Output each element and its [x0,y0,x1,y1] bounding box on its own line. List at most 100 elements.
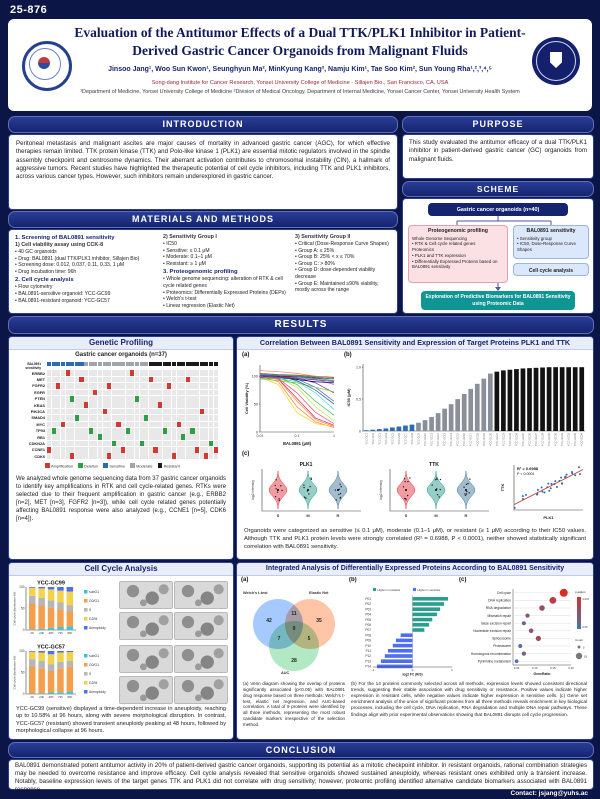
oncoprint-cell [130,395,135,402]
sensitivity-cell [204,362,209,367]
oncoprint-cell [204,383,209,389]
oncoprint-sensitivity-strip [15,361,218,367]
oncoprint-cell [51,427,56,434]
poster-number: 25-876 [10,4,48,16]
oncoprint-cell [121,447,126,453]
methods-list: • 40 GC organoids • Drug: BAL0891 (dual T… [15,249,157,275]
oncoprint-cell [93,447,98,453]
oncoprint-cell [204,421,209,428]
legend-item: Resistant [157,463,180,469]
oncoprint-cell [185,434,190,440]
oncoprint-cell [139,370,144,376]
oncoprint-cell [167,447,172,453]
sensitivity-cell [111,362,116,367]
oncoprint-cell [97,383,103,389]
subfigure-b-label: (b) [349,577,357,583]
oncoprint-cell [65,402,70,408]
affiliation-line1: Song-dang Institute for Cancer Research,… [151,80,449,86]
oncoprint-cell [107,389,112,396]
oncoprint-cell [102,389,107,396]
oncoprint-cell [144,415,149,421]
oncoprint-cell [97,389,103,396]
oncoprint-cell [97,370,103,376]
genetic-profiling-caption: We analyzed whole genome sequencing data… [16,476,227,523]
oncoprint-cell [47,440,52,447]
oncoprint-cell [102,383,107,389]
oncoprint-cell [70,389,75,396]
oncoprint-cell [88,408,93,415]
oncoprint-cell [130,389,135,396]
oncoprint-cell [116,402,121,408]
oncoprint-cell [47,427,52,434]
oncoprint-cell [195,389,200,396]
oncoprint-cell [134,440,140,447]
oncoprint-cell [70,447,75,453]
oncoprint-cell [107,421,112,428]
oncoprint-cell [190,427,195,434]
oncoprint-cell [171,421,177,428]
methods-list: • Flow cytometry • BAL0891-sensitive orga… [15,284,157,304]
scheme-title: SCHEME [476,184,520,194]
oncoprint-cell [107,402,112,408]
correlation-panel-title: Correlation Between BAL0891 Sensitivity … [237,337,593,350]
oncoprint-cell [158,395,163,402]
oncoprint-cell [79,383,84,389]
integrated-caption-bc: (b) For the 14 proteins commonly selecte… [351,681,587,717]
oncoprint-cell [208,408,214,415]
oncoprint-cell [185,453,190,460]
sensitivity-cell [171,362,177,367]
oncoprint-cell [185,370,190,376]
oncoprint-cell [88,389,93,396]
methods-header: MATERIALS AND METHODS [8,211,398,228]
oncoprint-cell [158,440,163,447]
oncoprint-cell [199,434,204,440]
oncoprint-cell [148,447,153,453]
oncoprint-cell [162,370,167,376]
oncoprint-cell [125,447,130,453]
oncoprint-cell [139,402,144,408]
oncoprint-cell [125,395,130,402]
go-enrichment-dotplot [459,585,589,677]
scheme-box-items: Whole Genome Sequencing • RTK & Cell cycl… [412,236,504,270]
oncoprint-cell [190,434,195,440]
oncoprint-cell [102,440,107,447]
oncoprint-cell [79,434,84,440]
methods-heading: 3. Proteogenomic profiling [163,269,238,276]
oncoprint-cell [199,402,204,408]
oncoprint-cell [51,370,56,376]
oncoprint-cell [153,434,158,440]
oncoprint-cell [199,415,204,421]
sensitivity-cell [195,362,200,367]
oncoprint-cell [148,434,153,440]
oncoprint-cell [125,376,130,383]
methods-subheading: 1) Cell viability assay using CCK-8 [15,242,104,248]
oncoprint-cell [158,427,163,434]
oncoprint-cell [125,408,130,415]
oncoprint-cell [111,447,116,453]
oncoprint-cell [213,434,218,440]
list-item: • Screening dose: 0.012, 0.037, 0.11, 0.… [15,262,125,269]
oncoprint-cell [107,440,112,447]
list-item: • Resistant: ≥ 1 μM [163,260,206,267]
oncoprint-cell [153,383,158,389]
sensitivity-cell [47,362,52,367]
oncoprint-cell [181,402,186,408]
list-item: • Welch's t-test [163,296,197,303]
cell-cycle-gc99-chart [12,578,114,640]
oncoprint-cell [65,408,70,415]
oncoprint-cell [51,383,56,389]
oncoprint-cell [213,408,218,415]
list-item: • IC50 [163,241,177,247]
oncoprint-cell [148,427,153,434]
oncoprint-cell [158,421,163,428]
sensitivity-cell [107,362,112,367]
oncoprint-cell [93,389,98,396]
oncoprint-cell [158,447,163,453]
venn-count: 35 [316,618,322,624]
oncoprint-cell [204,370,209,376]
oncoprint-cell [93,440,98,447]
oncoprint-cell [181,440,186,447]
oncoprint-cell [116,447,121,453]
oncoprint-cell [153,453,158,460]
